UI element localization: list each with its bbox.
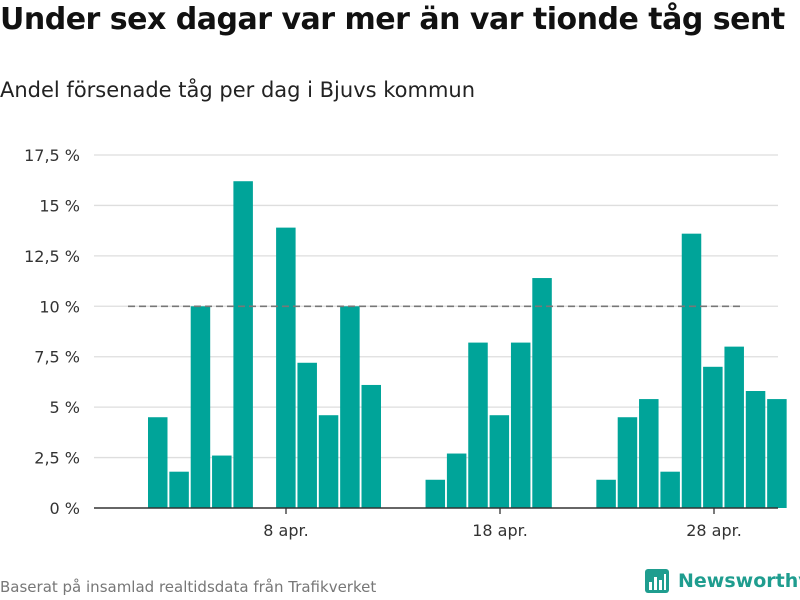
y-tick-label: 15 % — [39, 196, 80, 215]
bar — [596, 479, 616, 508]
bars — [148, 181, 787, 509]
y-tick-label: 0 % — [50, 499, 80, 518]
y-tick-label: 2,5 % — [34, 449, 80, 468]
bar — [724, 346, 744, 508]
bar — [767, 399, 787, 508]
bar — [681, 233, 702, 508]
bar — [190, 306, 211, 508]
y-tick-label: 10 % — [39, 297, 80, 316]
bar — [489, 415, 510, 508]
newsworthy-brand: Newsworthy — [644, 568, 800, 594]
bar — [148, 417, 168, 508]
bar-chart: 0 % 2,5 % 5 % 7,5 % 10 % 12,5 % 15 % 17,5 % 8 ap… — [24, 146, 787, 540]
bar — [233, 181, 253, 509]
bar — [468, 342, 488, 508]
bar — [340, 306, 360, 508]
y-tick-label: 5 % — [50, 398, 80, 417]
x-tick-label: 8 apr. — [263, 521, 308, 540]
brand-name: Newsworthy — [678, 570, 800, 592]
bar — [510, 342, 531, 508]
bar — [703, 366, 723, 508]
chart-title: Under sex dagar var mer än var tionde tå… — [0, 2, 785, 37]
bar — [276, 227, 296, 509]
bar — [425, 479, 446, 508]
bar — [532, 278, 552, 508]
y-tick-label: 7,5 % — [34, 348, 80, 367]
bar — [745, 391, 766, 508]
chart-subtitle: Andel försenade tåg per dag i Bjuvs komm… — [0, 78, 476, 102]
bar — [617, 417, 638, 508]
bar — [660, 471, 680, 508]
y-tick-label: 17,5 % — [24, 146, 80, 165]
axes: 0 % 2,5 % 5 % 7,5 % 10 % 12,5 % 15 % 17,5 % 8 ap… — [24, 146, 778, 540]
bar-chart-logo-icon — [645, 569, 669, 593]
bar — [361, 384, 381, 508]
bar — [212, 455, 232, 508]
source-note: Baserat på insamlad realtidsdata från Tr… — [0, 578, 377, 596]
y-tick-label: 12,5 % — [24, 247, 80, 266]
bar — [639, 399, 659, 508]
bar — [169, 471, 189, 508]
x-tick-label: 28 apr. — [686, 521, 742, 540]
x-tick-label: 18 apr. — [472, 521, 528, 540]
bar — [318, 415, 339, 508]
bar — [297, 362, 317, 508]
bar — [446, 453, 467, 508]
